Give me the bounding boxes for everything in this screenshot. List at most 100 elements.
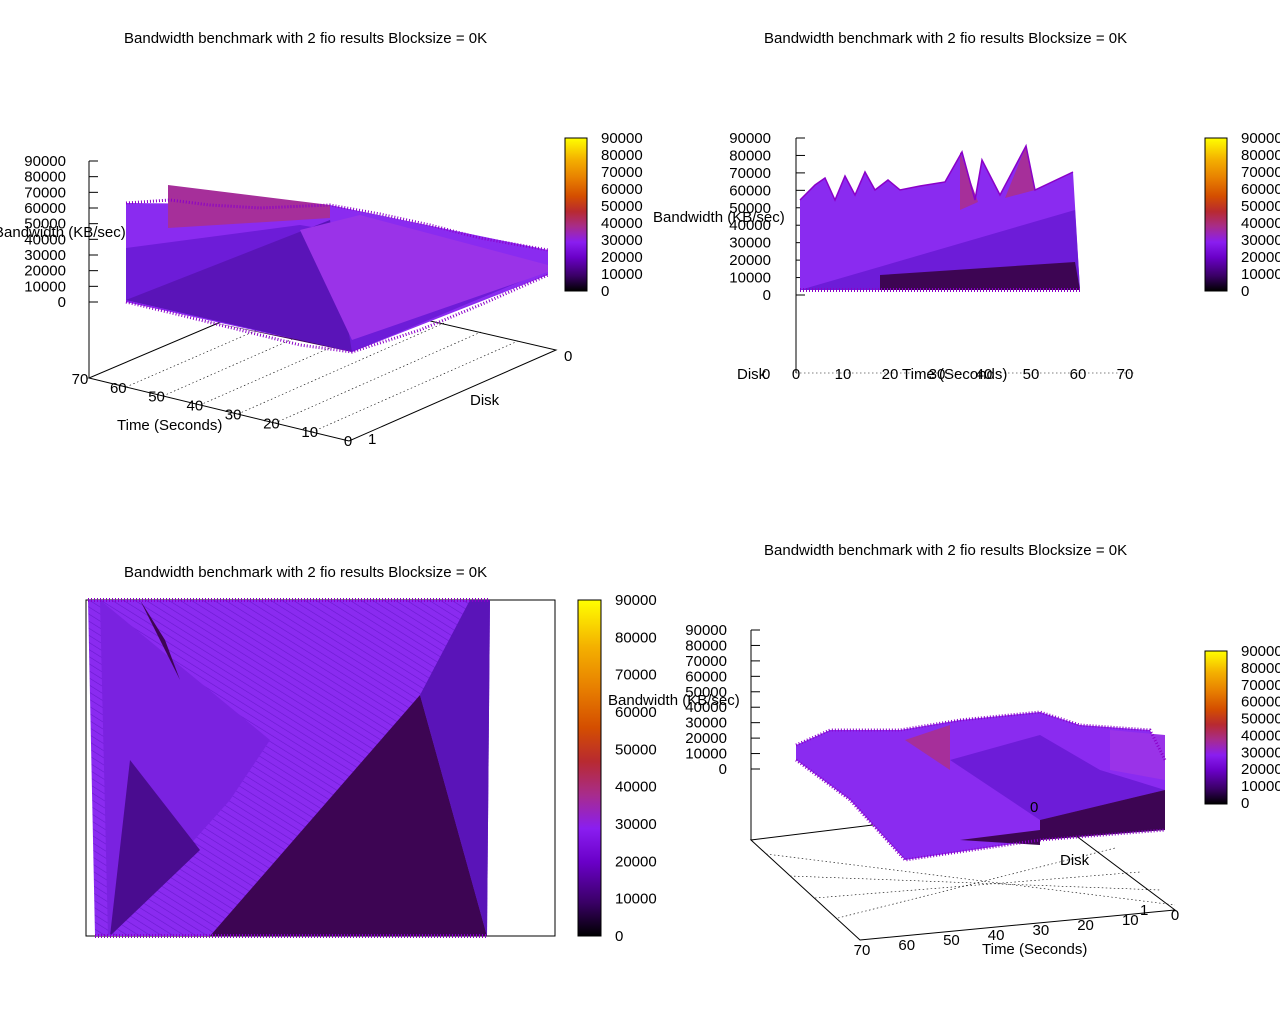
z-tick-label: 10000 <box>24 278 66 295</box>
z-tick-label: 0 <box>719 761 727 778</box>
chart-top-right: Bandwidth benchmark with 2 fio results B… <box>653 30 1280 383</box>
colorbar-tick-label: 80000 <box>615 629 657 646</box>
z-tick-label: 40000 <box>685 699 727 716</box>
colorbar-tick-labels: 9000080000700006000050000400003000020000… <box>1241 130 1280 300</box>
z-tick-labels: 9000080000700006000050000400003000020000… <box>729 130 805 304</box>
x-tick-label: 0 <box>344 433 352 450</box>
colorbar-tick-label: 60000 <box>615 704 657 721</box>
colorbar-tick-label: 70000 <box>1241 164 1280 181</box>
x-tick-label: 30 <box>225 406 242 423</box>
colorbar-tick-label: 60000 <box>1241 694 1280 711</box>
x-axis-label: Time (Seconds) <box>117 417 222 434</box>
z-tick-labels: 9000080000700006000050000400003000020000… <box>24 153 98 311</box>
z-axis-label: Bandwidth (KB/sec) <box>608 692 740 709</box>
colorbar-tick-label: 50000 <box>615 741 657 758</box>
z-tick-label: 80000 <box>685 637 727 654</box>
colorbar-tick-label: 50000 <box>1241 198 1280 215</box>
y-axis-label: Disk <box>737 366 767 383</box>
colorbar-tick-label: 0 <box>615 928 623 945</box>
z-tick-label: 70000 <box>24 184 66 201</box>
heatmap-surface <box>88 598 490 938</box>
z-tick-label: 60000 <box>729 182 771 199</box>
x-tick-label: 10 <box>835 366 852 383</box>
x-tick-label: 40 <box>988 927 1005 944</box>
x-tick-label: 40 <box>976 366 993 383</box>
colorbar <box>564 137 588 292</box>
colorbar-tick-label: 40000 <box>1241 727 1280 744</box>
y-tick-0: 0 <box>1030 799 1038 816</box>
colorbar-tick-label: 70000 <box>1241 677 1280 694</box>
z-tick-label: 70000 <box>729 165 771 182</box>
z-tick-label: 20000 <box>24 263 66 280</box>
chart-title: Bandwidth benchmark with 2 fio results B… <box>124 564 487 581</box>
z-tick-label: 30000 <box>729 235 771 252</box>
colorbar-tick-label: 30000 <box>1241 744 1280 761</box>
colorbar-tick-labels: 9000080000700006000050000400003000020000… <box>601 130 643 300</box>
x-tick-label: 70 <box>72 371 89 388</box>
x-tick-label: 0 <box>792 366 800 383</box>
chart-bottom-left: Bandwidth benchmark with 2 fio results B… <box>85 564 657 945</box>
surface-mesh <box>799 143 1080 292</box>
x-tick-label: 30 <box>1033 922 1050 939</box>
colorbar-tick-label: 50000 <box>601 198 643 215</box>
x-tick-label: 50 <box>148 389 165 406</box>
z-axis-label: Bandwidth (KB/sec) <box>0 224 126 241</box>
z-tick-label: 40000 <box>24 231 66 248</box>
colorbar-tick-label: 40000 <box>601 215 643 232</box>
z-tick-label: 70000 <box>685 653 727 670</box>
colorbar-tick-label: 80000 <box>1241 147 1280 164</box>
z-tick-label: 50000 <box>685 684 727 701</box>
x-tick-label: 60 <box>898 937 915 954</box>
colorbar-tick-label: 90000 <box>1241 130 1280 147</box>
chart-bottom-right: Bandwidth benchmark with 2 fio results B… <box>608 542 1280 959</box>
z-tick-label: 80000 <box>729 147 771 164</box>
colorbar-tick-label: 70000 <box>615 667 657 684</box>
chart-top-left: Bandwidth benchmark with 2 fio results B… <box>0 30 643 450</box>
z-tick-label: 60000 <box>24 200 66 217</box>
colorbar <box>577 599 602 937</box>
z-tick-label: 10000 <box>685 746 727 763</box>
z-tick-labels: 9000080000700006000050000400003000020000… <box>685 622 760 778</box>
surface-mesh <box>795 710 1167 862</box>
z-tick-label: 20000 <box>685 730 727 747</box>
colorbar-tick-label: 90000 <box>1241 643 1280 660</box>
colorbar-tick-label: 60000 <box>601 181 643 198</box>
surface-mesh <box>125 185 549 354</box>
colorbar-tick-label: 60000 <box>1241 181 1280 198</box>
y-axis-label: Disk <box>1060 852 1090 869</box>
z-tick-label: 10000 <box>729 270 771 287</box>
colorbar <box>1204 650 1228 805</box>
x-tick-label: 0 <box>1171 907 1179 924</box>
colorbar-tick-label: 90000 <box>615 592 657 609</box>
colorbar-tick-label: 30000 <box>615 816 657 833</box>
z-tick-label: 30000 <box>685 715 727 732</box>
z-tick-label: 50000 <box>729 200 771 217</box>
colorbar-tick-label: 10000 <box>1241 266 1280 283</box>
z-tick-label: 20000 <box>729 252 771 269</box>
colorbar-tick-label: 0 <box>1241 283 1249 300</box>
z-tick-label: 30000 <box>24 247 66 264</box>
y-tick-1: 1 <box>368 431 376 448</box>
colorbar-tick-label: 20000 <box>1241 249 1280 266</box>
colorbar-tick-labels: 9000080000700006000050000400003000020000… <box>1241 643 1280 812</box>
colorbar-tick-label: 10000 <box>1241 778 1280 795</box>
y-tick-1: 1 <box>1140 902 1148 919</box>
x-tick-label: 60 <box>110 380 127 397</box>
x-tick-label: 70 <box>854 942 871 959</box>
z-tick-label: 90000 <box>685 622 727 639</box>
chart-title: Bandwidth benchmark with 2 fio results B… <box>764 30 1127 47</box>
z-tick-label: 90000 <box>24 153 66 170</box>
colorbar-tick-label: 90000 <box>601 130 643 147</box>
z-axis-3d <box>88 160 98 378</box>
z-axis-3d <box>750 629 760 840</box>
x-tick-label: 50 <box>943 932 960 949</box>
x-tick-label: 20 <box>882 366 899 383</box>
x-tick-labels: 70 60 50 40 30 20 10 0 <box>72 371 353 450</box>
colorbar-tick-label: 10000 <box>615 891 657 908</box>
colorbar-tick-label: 20000 <box>601 249 643 266</box>
x-axis-label: Time (Seconds) <box>902 366 1007 383</box>
z-tick-label: 90000 <box>729 130 771 147</box>
colorbar-tick-label: 40000 <box>615 779 657 796</box>
y-tick-0: 0 <box>564 348 572 365</box>
z-tick-label: 50000 <box>24 216 66 233</box>
